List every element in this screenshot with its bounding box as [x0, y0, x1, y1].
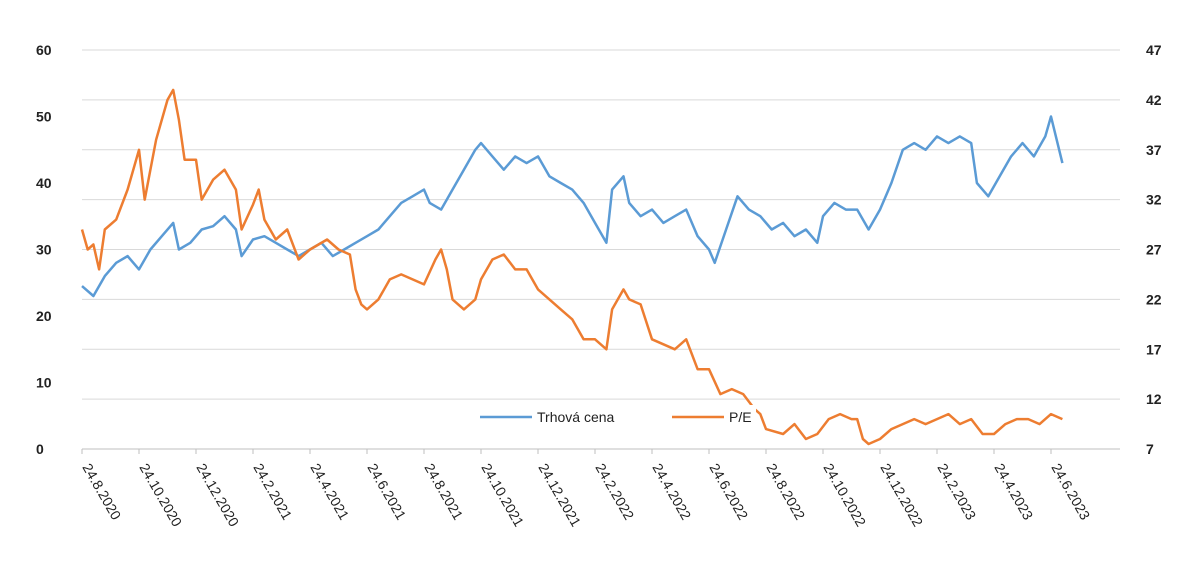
x-tick-label: 24.12.2022	[877, 461, 926, 530]
right-tick-label: 12	[1146, 391, 1162, 407]
x-tick-label: 24.2.2023	[934, 461, 979, 523]
x-tick-label: 24.8.2021	[421, 461, 466, 523]
right-axis-ticks: 7 12 17 22 27 32 37 42 47	[1146, 42, 1162, 457]
x-tick-label: 24.12.2021	[535, 461, 584, 530]
x-tick-label: 24.6.2022	[706, 461, 751, 523]
left-axis-ticks: 0 10 20 30 40 50 60	[36, 42, 52, 457]
right-tick-label: 37	[1146, 142, 1162, 158]
series-line-pe	[80, 88, 1063, 446]
x-tick-label: 24.6.2021	[364, 461, 409, 523]
left-tick-label: 30	[36, 242, 52, 258]
right-tick-label: 17	[1146, 341, 1162, 357]
right-tick-label: 27	[1146, 242, 1162, 258]
x-tick-label: 24.8.2020	[79, 461, 124, 523]
series-line-price	[81, 115, 1064, 298]
right-tick-label: 22	[1146, 291, 1162, 307]
left-tick-label: 0	[36, 441, 44, 457]
x-tick-label: 24.12.2020	[193, 461, 242, 530]
x-tick-label: 24.8.2022	[763, 461, 808, 523]
series-lines	[80, 88, 1064, 446]
grid-lines	[82, 49, 1120, 450]
x-tick-label: 24.2.2021	[250, 461, 295, 523]
left-tick-label: 50	[36, 109, 52, 125]
left-tick-label: 20	[36, 308, 52, 324]
legend: Trhová cena P/E	[474, 405, 756, 429]
legend-label: Trhová cena	[537, 409, 615, 425]
x-axis-ticks: 24.8.2020 24.10.2020 24.12.2020 24.2.2021 24…	[79, 449, 1094, 530]
right-tick-label: 7	[1146, 441, 1154, 457]
x-tick-label: 24.2.2022	[592, 461, 637, 523]
x-tick-label: 24.10.2020	[136, 461, 185, 530]
right-tick-label: 32	[1146, 192, 1162, 208]
x-tick-label: 24.10.2022	[820, 461, 869, 530]
right-tick-label: 42	[1146, 92, 1162, 108]
right-tick-label: 47	[1146, 42, 1162, 58]
left-tick-label: 60	[36, 42, 52, 58]
legend-label: P/E	[729, 409, 752, 425]
x-tick-label: 24.10.2021	[478, 461, 527, 530]
x-tick-label: 24.6.2023	[1048, 461, 1093, 523]
left-tick-label: 10	[36, 375, 52, 391]
x-tick-label: 24.4.2023	[991, 461, 1036, 523]
x-tick-label: 24.4.2021	[307, 461, 352, 523]
left-tick-label: 40	[36, 175, 52, 191]
x-tick-label: 24.4.2022	[649, 461, 694, 523]
